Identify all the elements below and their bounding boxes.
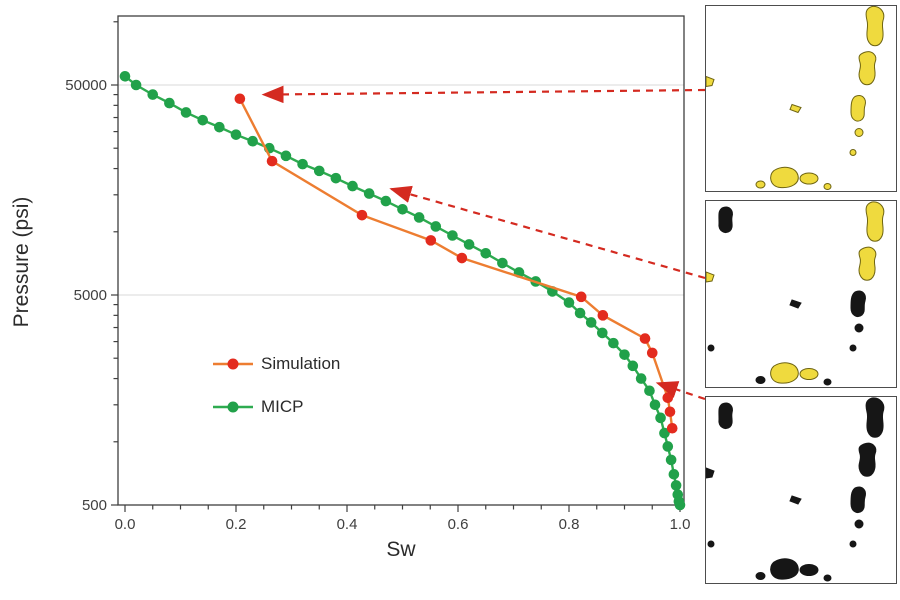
inset-snapshot-bottom: [705, 396, 897, 584]
x-tick-label: 0.0: [115, 516, 136, 533]
data-point: [639, 333, 651, 344]
data-point: [597, 327, 608, 339]
data-point: [665, 454, 677, 466]
data-point: [280, 150, 292, 162]
data-point: [380, 195, 392, 207]
data-point: [425, 235, 437, 246]
data-point: [297, 158, 308, 170]
data-point: [646, 347, 658, 359]
data-point: [659, 427, 670, 439]
data-point: [664, 406, 676, 418]
y-axis-ticks: 50000 5000 500: [65, 21, 118, 514]
legend-item-micp: MICP: [213, 397, 304, 416]
data-point: [655, 412, 666, 424]
data-point: [330, 172, 342, 184]
data-point: [130, 79, 142, 91]
y-tick-label: 5000: [74, 287, 107, 304]
legend-marker-simulation: [227, 358, 239, 370]
series-line: [238, 98, 674, 429]
legend-label-micp: MICP: [261, 397, 304, 416]
x-tick-label: 0.6: [448, 516, 469, 533]
data-point: [597, 310, 609, 321]
y-tick-label: 50000: [65, 77, 107, 94]
data-point: [119, 71, 131, 82]
plot-border: [117, 15, 685, 506]
data-point: [313, 165, 325, 177]
x-tick-label: 1.0: [670, 516, 691, 533]
data-point: [147, 89, 159, 100]
legend: Simulation MICP: [213, 354, 340, 416]
legend-marker-micp: [227, 401, 239, 413]
data-point: [266, 155, 278, 167]
data-point: [649, 399, 661, 411]
data-point: [214, 121, 225, 133]
data-point: [635, 373, 647, 384]
data-point: [619, 349, 630, 360]
series-simulation: [234, 93, 678, 434]
data-point: [668, 469, 680, 480]
data-point: [197, 114, 208, 126]
data-point: [247, 135, 258, 147]
y-axis-title: Pressure (psi): [10, 197, 33, 328]
data-point: [397, 203, 408, 215]
data-point: [662, 392, 674, 404]
data-point: [608, 337, 619, 349]
data-point: [670, 480, 682, 491]
data-point: [463, 239, 475, 250]
gridlines: [118, 84, 684, 296]
data-point: [585, 317, 597, 328]
x-tick-label: 0.8: [559, 516, 580, 533]
data-point: [666, 422, 678, 434]
data-point: [363, 188, 375, 199]
data-point: [480, 247, 492, 259]
series-layer: [119, 71, 686, 511]
data-point: [180, 107, 192, 118]
data-point: [574, 307, 586, 319]
x-axis-ticks: 0.0 0.2 0.4 0.6 0.8 1.0: [115, 505, 691, 533]
series-micp: [119, 71, 686, 511]
data-point: [644, 385, 655, 397]
data-point: [662, 441, 674, 452]
inset-snapshot-top: [705, 5, 897, 192]
pressure-sw-chart: 0.0 0.2 0.4 0.6 0.8 1.0 50000 5000 500 Pressure…: [10, 15, 691, 561]
data-point: [347, 180, 358, 192]
data-point: [447, 230, 458, 241]
data-point: [164, 97, 175, 109]
inset-snapshot-middle: [705, 200, 897, 388]
legend-label-simulation: Simulation: [261, 354, 340, 373]
data-point: [230, 129, 242, 140]
x-tick-label: 0.4: [337, 516, 358, 533]
data-point: [356, 209, 368, 221]
x-tick-label: 0.2: [226, 516, 247, 533]
y-tick-label: 500: [82, 497, 107, 514]
data-point: [563, 297, 575, 308]
data-point: [413, 212, 425, 223]
data-point: [674, 499, 686, 511]
data-point: [234, 93, 246, 105]
data-point: [575, 291, 587, 303]
legend-item-simulation: Simulation: [213, 354, 340, 373]
x-axis-title: Sw: [386, 538, 416, 561]
data-point: [627, 360, 639, 372]
data-point: [497, 257, 508, 269]
data-point: [456, 252, 468, 264]
series-line: [124, 75, 682, 506]
data-point: [430, 221, 442, 232]
